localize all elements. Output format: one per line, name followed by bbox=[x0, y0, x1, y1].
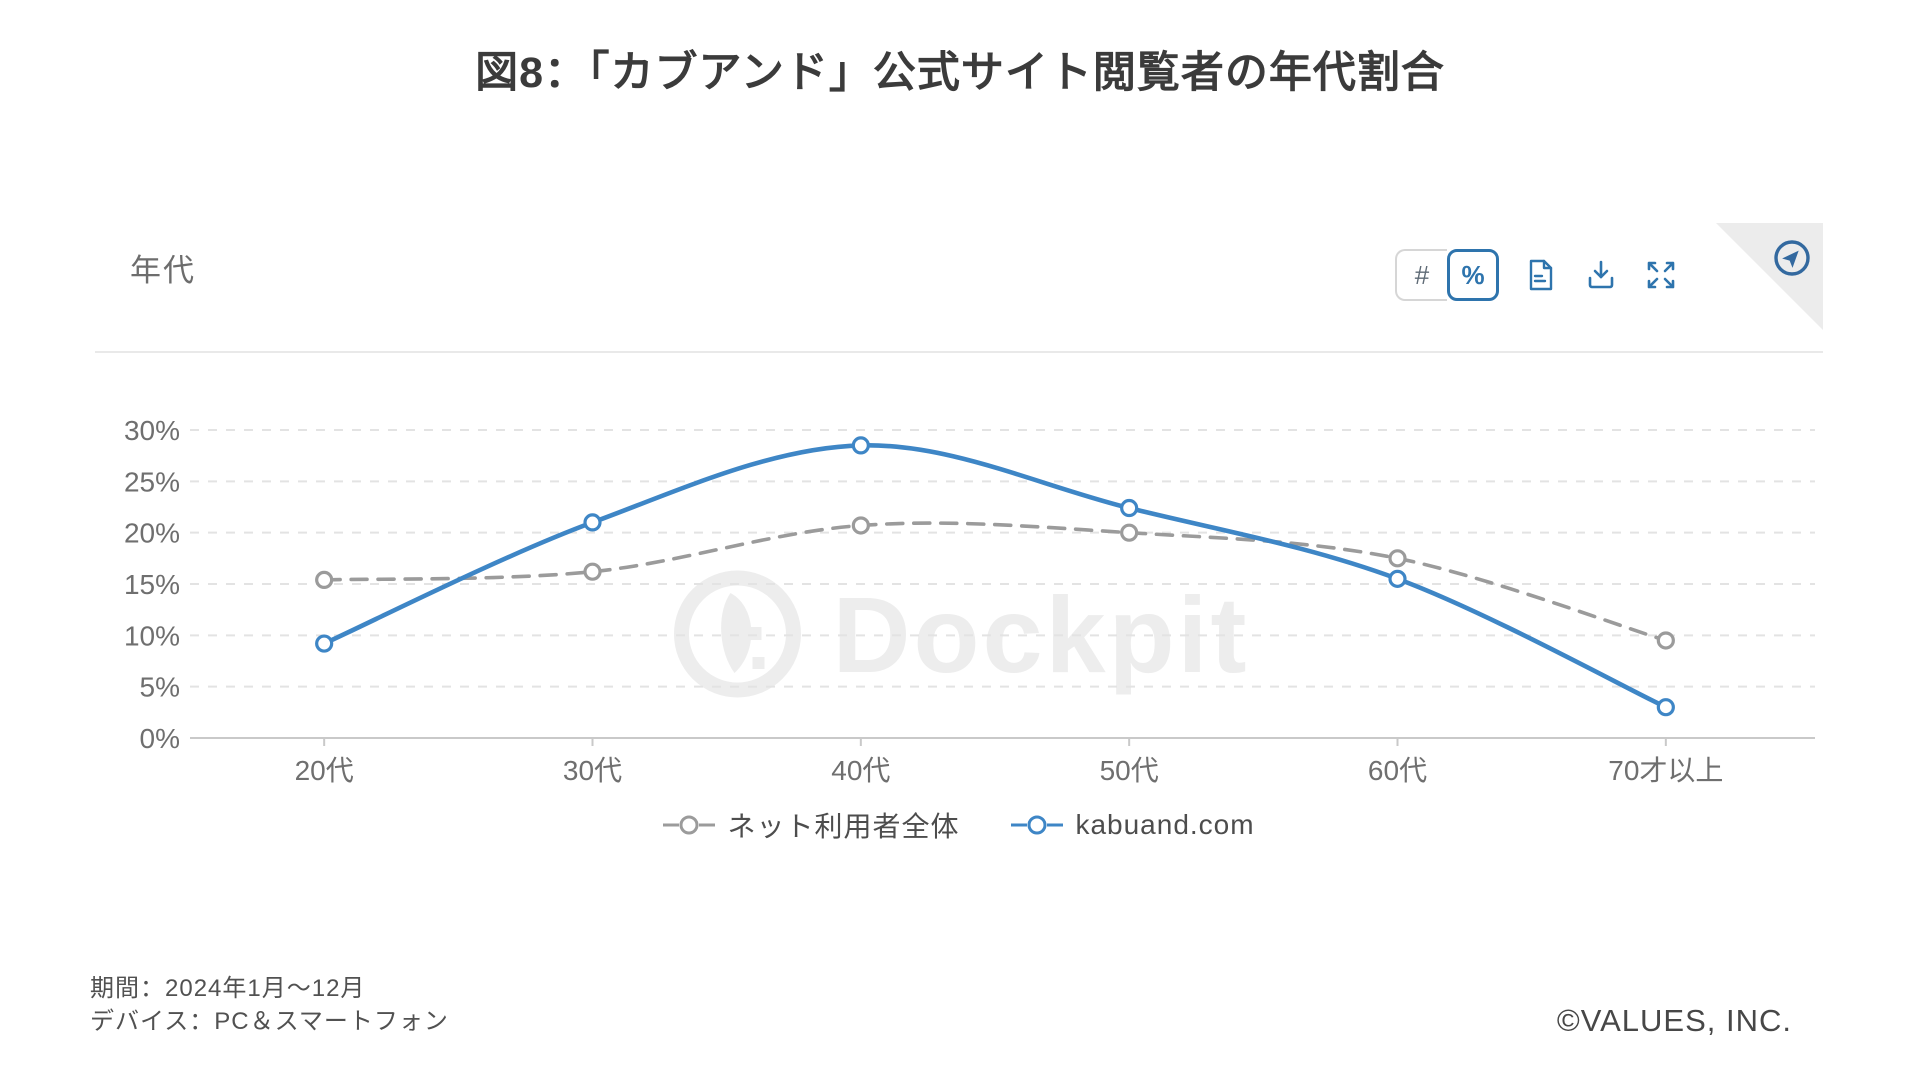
x-axis-label: 40代 bbox=[831, 755, 890, 786]
panel-header-label: 年代 bbox=[130, 253, 196, 288]
y-axis-label: 15% bbox=[124, 569, 180, 600]
data-point-marker bbox=[1656, 631, 1675, 650]
legend-item[interactable]: ネット利用者全体 bbox=[663, 805, 959, 845]
x-axis-label: 60代 bbox=[1368, 755, 1427, 786]
series-line-all-users bbox=[322, 521, 1668, 643]
percent-toggle-button[interactable]: % bbox=[1447, 249, 1499, 301]
data-point-marker bbox=[1120, 523, 1139, 542]
data-point-marker bbox=[851, 516, 870, 535]
value-format-toggle: # % bbox=[1395, 249, 1499, 301]
download-icon[interactable] bbox=[1583, 257, 1619, 293]
y-axis-label: 25% bbox=[124, 466, 180, 497]
legend-marker-icon bbox=[1011, 815, 1064, 835]
age-line-chart: 0% 5% 10% 15% 20% 25% 30% 20代 30代 40代 50代 60代 70才以上 bbox=[124, 415, 1815, 786]
x-axis-label: 70才以上 bbox=[1608, 755, 1723, 786]
legend-marker-icon bbox=[663, 815, 716, 835]
data-point-marker bbox=[1120, 498, 1139, 518]
legend-item[interactable]: kabuand.com bbox=[1011, 809, 1254, 841]
data-point-marker bbox=[851, 436, 870, 455]
report-document-icon[interactable] bbox=[1523, 257, 1559, 293]
legend-label: ネット利用者全体 bbox=[727, 811, 960, 842]
data-point-marker bbox=[583, 562, 602, 581]
legend-label: kabuand.com bbox=[1075, 809, 1255, 840]
data-point-marker bbox=[1656, 698, 1675, 717]
chart-legend: ネット利用者全体 kabuand.com bbox=[95, 805, 1823, 845]
series-line-kabuand bbox=[321, 443, 1669, 710]
copyright: ©VALUES, INC. bbox=[1556, 1003, 1792, 1038]
x-axis-label: 20代 bbox=[295, 755, 354, 786]
figure-title: 図8：「カブアンド」公式サイト閲覧者の年代割合 bbox=[475, 49, 1445, 97]
header-divider bbox=[95, 351, 1823, 353]
y-axis-label: 20% bbox=[124, 518, 180, 549]
chart-toolbar: # % bbox=[1395, 249, 1679, 301]
y-axis-label: 10% bbox=[124, 620, 180, 651]
data-point-marker bbox=[1388, 549, 1407, 568]
corner-fold-decoration bbox=[1716, 223, 1823, 330]
y-axis-label: 0% bbox=[140, 723, 180, 754]
data-point-marker bbox=[1388, 569, 1407, 588]
y-axis-label: 30% bbox=[124, 415, 180, 446]
y-axis-label: 5% bbox=[140, 672, 180, 703]
x-axis-label: 50代 bbox=[1100, 755, 1159, 786]
data-point-marker bbox=[315, 634, 334, 653]
footnote: 期間：2024年1月～12月 デバイス：PC＆スマートフォン bbox=[90, 972, 449, 1038]
footnote-period: 期間：2024年1月～12月 bbox=[90, 975, 366, 1002]
expand-icon[interactable] bbox=[1643, 257, 1679, 293]
x-axis-label: 30代 bbox=[563, 755, 622, 786]
count-toggle-button[interactable]: # bbox=[1395, 249, 1447, 301]
data-point-marker bbox=[583, 513, 602, 532]
footnote-device: デバイス：PC＆スマートフォン bbox=[90, 1008, 449, 1036]
data-point-marker bbox=[315, 570, 334, 589]
navigate-icon[interactable] bbox=[1771, 237, 1813, 279]
chart-panel: 年代 # % bbox=[95, 223, 1823, 873]
